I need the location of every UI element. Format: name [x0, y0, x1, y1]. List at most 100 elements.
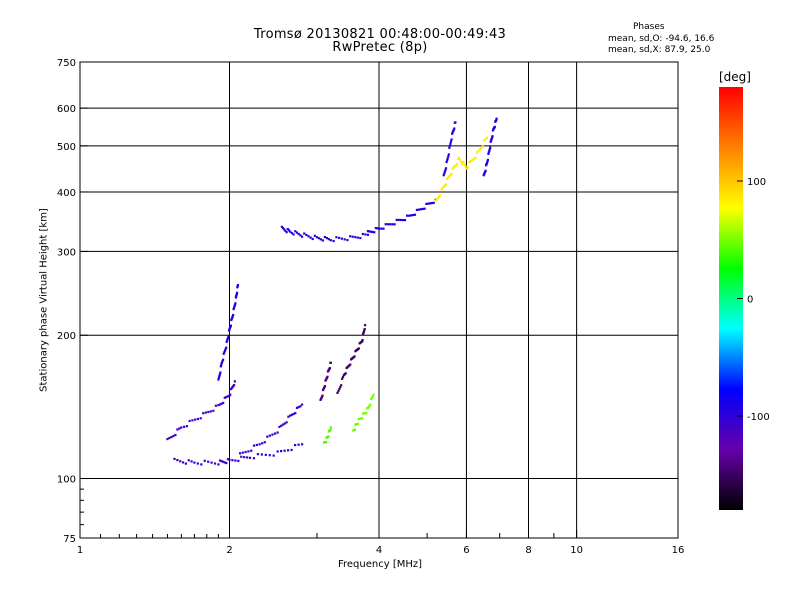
data-point [328, 367, 331, 371]
colorbar-tick-label: 100 [747, 177, 766, 188]
data-point [469, 159, 473, 163]
data-point [289, 414, 292, 417]
data-point [366, 406, 370, 410]
data-point [243, 456, 246, 459]
data-point [460, 160, 463, 164]
data-point [356, 348, 360, 351]
data-point [300, 403, 304, 406]
data-point [332, 239, 335, 243]
data-point [352, 356, 355, 359]
colorbar-ticks: 100 0 -100 [737, 177, 770, 423]
data-point [338, 387, 341, 391]
data-point [477, 149, 480, 153]
data-point [351, 356, 354, 360]
data-point [443, 172, 446, 175]
data-point [320, 395, 324, 398]
data-point [280, 424, 283, 427]
data-point [217, 404, 220, 407]
data-point [354, 423, 357, 426]
data-point [343, 238, 346, 241]
data-point [324, 378, 328, 381]
data-point [409, 214, 413, 217]
data-point [315, 236, 319, 239]
data-point [213, 462, 217, 465]
data-point [493, 125, 496, 129]
data-point [324, 441, 327, 444]
data-point [370, 396, 374, 399]
data-point [285, 421, 288, 424]
data-point [405, 214, 409, 217]
data-point [436, 196, 440, 200]
data-point [371, 395, 374, 398]
data-point [423, 207, 426, 210]
data-point [417, 208, 420, 211]
data-point [320, 396, 323, 399]
data-point [369, 230, 373, 233]
data-point [362, 330, 365, 333]
data-point [451, 167, 454, 170]
data-point [287, 229, 291, 232]
data-point [442, 174, 445, 177]
data-point [329, 239, 332, 242]
x-axis-label: Frequency [MHz] [337, 559, 423, 570]
data-point [220, 363, 223, 366]
data-point [486, 160, 489, 163]
data-point [366, 230, 370, 233]
data-point [231, 315, 234, 318]
data-point [170, 435, 173, 439]
data-point [229, 387, 233, 391]
data-point [207, 460, 210, 463]
data-point [297, 232, 300, 236]
data-point [233, 303, 237, 306]
data-point [358, 417, 361, 421]
data-point [199, 417, 202, 420]
data-point [264, 453, 267, 456]
colorbar-tick-label: 0 [747, 295, 753, 306]
data-point [200, 463, 203, 466]
data-point [345, 366, 348, 370]
data-point [190, 460, 193, 463]
data-point [329, 361, 332, 364]
data-point [440, 188, 443, 191]
data-point [227, 336, 230, 339]
data-point [349, 363, 352, 366]
data-point [234, 302, 237, 305]
data-point [258, 443, 261, 446]
data-point [292, 233, 295, 236]
data-point [368, 230, 371, 233]
data-point [313, 234, 316, 237]
data-point [453, 121, 456, 124]
chart-title: Tromsø 20130821 00:48:00-00:49:43 [253, 27, 507, 42]
data-point [341, 377, 344, 380]
data-point [427, 202, 430, 205]
data-point [458, 156, 461, 159]
data-point [465, 167, 468, 170]
data-point [366, 407, 369, 410]
data-point [419, 208, 422, 211]
data-point [321, 239, 325, 242]
data-point [484, 164, 488, 167]
data-point [294, 412, 297, 415]
data-point [363, 412, 366, 415]
data-point [370, 397, 373, 401]
data-point [491, 129, 495, 132]
data-point [231, 316, 234, 319]
data-point [361, 232, 364, 236]
data-point [447, 153, 450, 156]
data-point [327, 368, 331, 371]
data-point [425, 202, 428, 206]
data-point [238, 452, 242, 455]
data-point [380, 227, 383, 230]
data-point [401, 218, 405, 222]
data-point [209, 410, 212, 413]
data-point [283, 422, 286, 425]
data-point [219, 371, 222, 374]
y-axis-label: Stationary phase Virtual Height [km] [38, 208, 50, 392]
data-point [439, 194, 442, 197]
data-point [360, 417, 363, 420]
data-point [363, 324, 367, 327]
data-point [488, 148, 491, 151]
data-point [326, 375, 329, 378]
data-point [323, 441, 327, 444]
data-point [346, 366, 349, 369]
